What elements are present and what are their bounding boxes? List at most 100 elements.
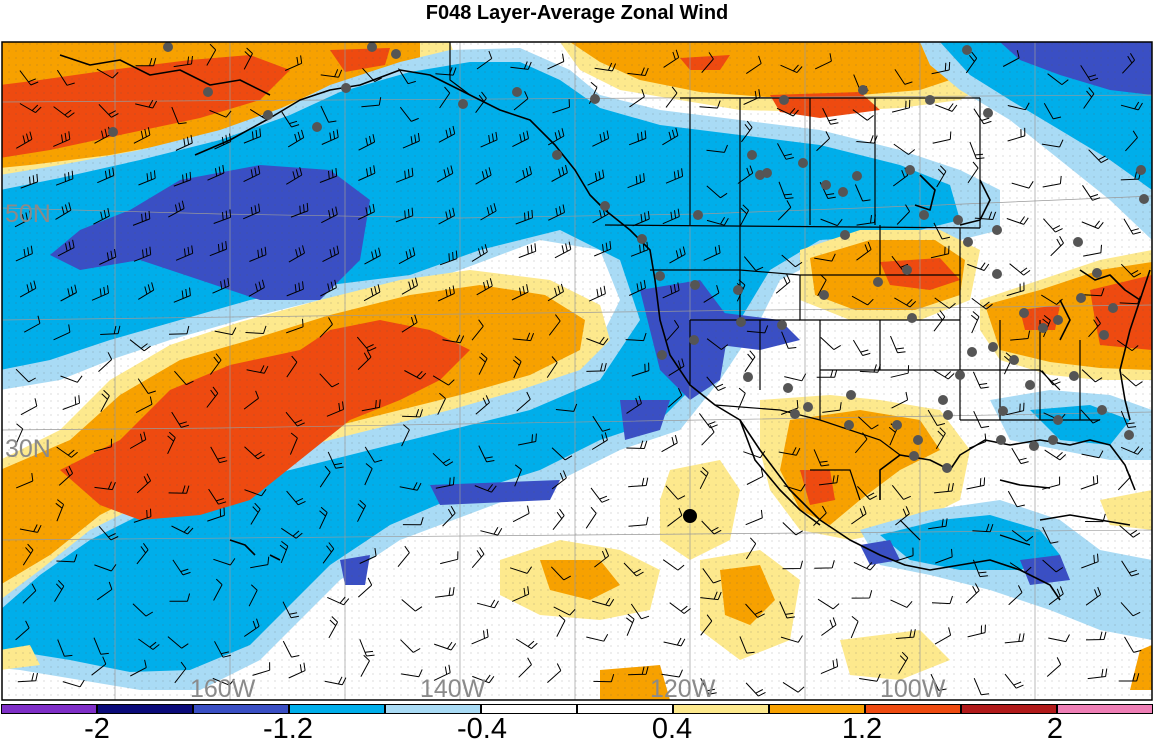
wind-barb <box>627 67 649 76</box>
wind-barb <box>14 423 24 446</box>
wind-barb <box>1042 559 1064 573</box>
wind-barb <box>740 120 753 143</box>
wind-barb <box>213 578 223 601</box>
wind-barb <box>1041 139 1064 148</box>
wind-barb <box>551 447 573 461</box>
station-dot <box>790 409 800 419</box>
wind-barb <box>1002 50 1020 67</box>
wind-barb <box>214 327 237 336</box>
wind-barb <box>1004 673 1024 689</box>
wind-barb <box>53 324 71 341</box>
wind-barb <box>279 541 289 564</box>
wind-barb <box>814 253 836 262</box>
station-dot <box>963 237 973 247</box>
wind-barb <box>631 362 650 377</box>
station-dot <box>840 230 850 240</box>
wind-barb <box>932 131 952 144</box>
wind-barb <box>700 614 713 636</box>
wind-barb <box>55 499 65 522</box>
wind-barb <box>935 548 953 564</box>
wind-barb <box>100 389 110 412</box>
wind-barb <box>478 445 495 463</box>
wind-barb <box>130 659 147 677</box>
wind-barb <box>435 587 455 598</box>
wind-barb <box>856 214 876 226</box>
station-dot <box>762 168 772 178</box>
wind-barb <box>858 416 879 430</box>
wind-barb <box>244 446 265 460</box>
wind-barb <box>62 679 85 688</box>
wind-barb <box>209 353 222 375</box>
lon-label-100w: 100W <box>880 675 946 703</box>
wind-barb <box>138 282 155 300</box>
wind-barb <box>817 598 840 610</box>
wind-barb <box>16 131 33 149</box>
wind-barb <box>398 68 416 85</box>
wind-barb <box>547 283 564 302</box>
wind-barb <box>321 129 339 145</box>
wind-barb <box>1043 218 1063 233</box>
wind-barb <box>286 355 298 378</box>
wind-barb <box>782 681 805 693</box>
wind-barb <box>438 125 456 143</box>
wind-barb <box>321 206 338 224</box>
station-dot <box>690 280 700 290</box>
wind-barb <box>969 433 987 449</box>
wind-barb <box>857 486 878 500</box>
wind-barb <box>15 245 33 262</box>
wind-barb <box>168 485 190 494</box>
wind-barb <box>820 658 839 675</box>
wind-barb <box>1080 475 1099 490</box>
wind-barb <box>60 375 83 383</box>
wind-barb <box>364 247 381 265</box>
wind-barb <box>398 247 416 265</box>
station-dot <box>919 210 929 220</box>
station-dot <box>943 410 953 420</box>
wind-barb <box>1006 282 1025 297</box>
wind-barb <box>439 86 451 109</box>
lat-label-50n: 50N <box>5 200 51 228</box>
wind-barb <box>100 325 121 335</box>
wind-barb <box>516 391 531 412</box>
station-dot <box>1053 315 1063 325</box>
wind-barb <box>171 525 194 535</box>
wind-barb <box>326 401 344 417</box>
wind-barb <box>895 547 914 562</box>
wind-barb <box>548 314 561 336</box>
wind-barb <box>661 434 678 453</box>
station-dot <box>909 451 919 461</box>
station-dot <box>1048 435 1058 445</box>
wind-barb <box>745 509 763 526</box>
wind-barb <box>663 49 680 68</box>
station-dot <box>1019 308 1029 318</box>
wind-barb <box>435 476 455 489</box>
wind-barb <box>14 210 32 228</box>
wind-barb <box>1009 562 1032 573</box>
wind-barb <box>57 639 73 657</box>
station-dot <box>657 350 667 360</box>
wind-barb <box>214 133 232 150</box>
wind-barb <box>972 523 994 533</box>
wind-barb <box>1007 490 1025 508</box>
station-dot <box>552 150 562 160</box>
station-dot <box>992 225 1002 235</box>
wind-barb <box>53 106 75 118</box>
wind-barb <box>99 249 117 265</box>
wind-barb <box>851 590 873 599</box>
wind-barb <box>282 640 300 658</box>
wind-barb <box>243 128 262 144</box>
wind-barb <box>357 349 372 370</box>
wind-barb <box>93 637 109 655</box>
wind-barb <box>1042 175 1062 188</box>
wind-barb <box>737 165 754 184</box>
wind-barb <box>1120 101 1143 111</box>
wind-barb <box>630 603 650 620</box>
wind-barb <box>775 274 791 294</box>
wind-barb <box>1119 296 1141 305</box>
station-dot <box>1124 430 1134 440</box>
wind-barb <box>135 99 158 109</box>
wind-barb <box>173 171 192 187</box>
wind-barb <box>475 167 492 185</box>
wind-barb <box>137 378 156 394</box>
wind-barb <box>586 362 607 372</box>
